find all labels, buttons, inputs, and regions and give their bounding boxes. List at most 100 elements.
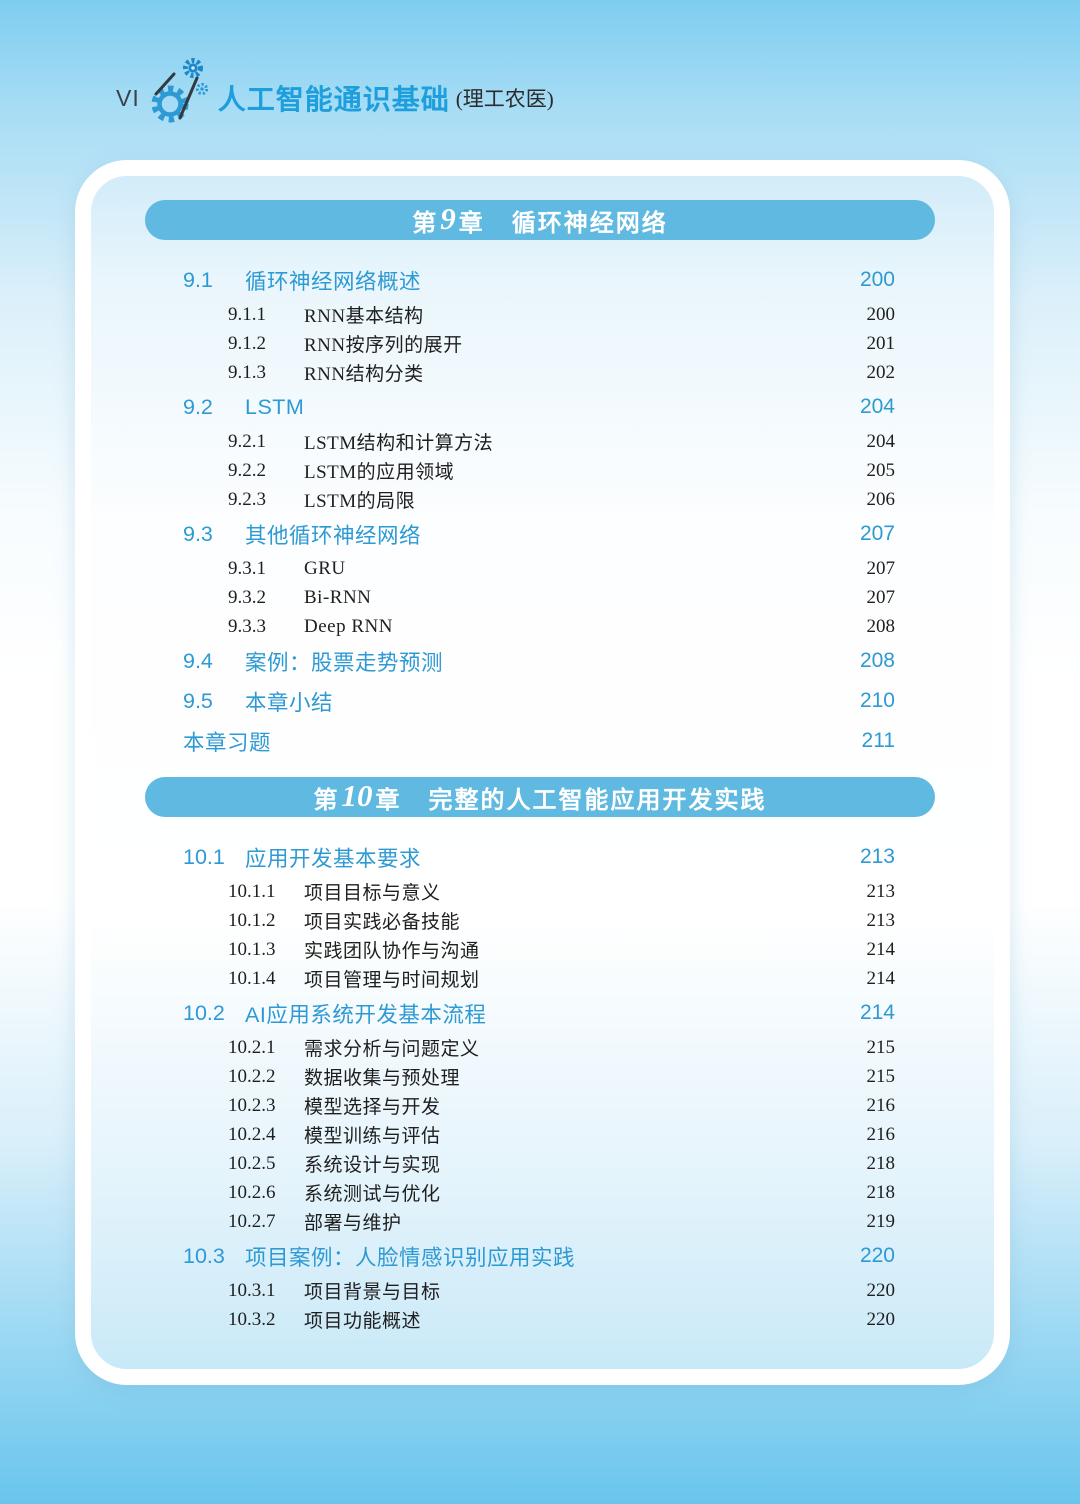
chapter-label-suffix: 章 — [458, 209, 484, 237]
toc-entry-number: 9.1.1 — [228, 303, 266, 325]
toc-entry-title: LSTM的局限 — [304, 491, 416, 512]
toc-entry-page: 204 — [866, 430, 896, 452]
toc-entry[interactable]: 9.3 其他循环神经网络 207 — [91, 514, 994, 554]
toc-entry[interactable]: 10.2.3 模型选择与开发 216 — [91, 1091, 994, 1120]
toc-entry[interactable]: 10.1.1 项目目标与意义 213 — [91, 877, 994, 906]
toc-entry[interactable]: 9.1 循环神经网络概述 200 — [91, 260, 994, 300]
toc-entry-number: 10.1.1 — [228, 880, 276, 902]
toc-entry[interactable]: 10.3.1 项目背景与目标 220 — [91, 1276, 994, 1305]
toc-entry-title: 系统设计与实现 — [304, 1155, 441, 1176]
toc-entry-number: 9.3.1 — [228, 557, 266, 579]
toc-entry[interactable]: 10.2.6 系统测试与优化 218 — [91, 1178, 994, 1207]
toc-entry-number: 10.1.4 — [228, 967, 276, 989]
toc-entry[interactable]: 10.3.2 项目功能概述 220 — [91, 1305, 994, 1334]
toc-entry[interactable]: 9.1.2 RNN按序列的展开 201 — [91, 329, 994, 358]
toc-entry-number: 10.2.7 — [228, 1210, 276, 1232]
toc-entry-number: 10.2.6 — [228, 1181, 276, 1203]
toc-entry[interactable]: 9.2.1 LSTM结构和计算方法 204 — [91, 427, 994, 456]
toc-entry[interactable]: 9.3.2 Bi-RNN 207 — [91, 583, 994, 612]
toc-entry-title: 项目实践必备技能 — [304, 912, 461, 933]
toc-entry-title: 本章小结 — [245, 690, 334, 715]
toc-entry-number: 10.2.2 — [228, 1065, 276, 1087]
toc-entry-page: 215 — [866, 1036, 896, 1058]
toc-entry[interactable]: 9.2 LSTM 204 — [91, 387, 994, 427]
toc-entry-number: 9.1.3 — [228, 361, 266, 383]
toc-entry[interactable]: 10.3 项目案例：人脸情感识别应用实践 220 — [91, 1236, 994, 1276]
toc-entry-title: RNN结构分类 — [304, 364, 424, 385]
chapter-banner: 第 9 章循环神经网络 — [145, 200, 935, 240]
toc-entry-title: RNN基本结构 — [304, 306, 424, 327]
chapter-10: 第 10 章完整的人工智能应用开发实践 10.1 应用开发基本要求 213 10.1.1 项目… — [91, 777, 994, 1334]
toc-entry[interactable]: 10.2.7 部署与维护 219 — [91, 1207, 994, 1236]
chapter-label-prefix: 第 — [313, 786, 339, 814]
toc-entry-title: Deep RNN — [304, 615, 393, 637]
toc-entry-page: 208 — [866, 615, 896, 637]
toc-entry[interactable]: 10.1.4 项目管理与时间规划 214 — [91, 964, 994, 993]
toc-entry-title: RNN按序列的展开 — [304, 335, 463, 356]
toc-entry-number: 9.2.2 — [228, 459, 266, 481]
toc-entry-title: AI应用系统开发基本流程 — [245, 1002, 487, 1027]
toc-entry-title: Bi-RNN — [304, 586, 372, 608]
toc-entry-title: GRU — [304, 557, 346, 579]
toc-entry[interactable]: 本章习题 211 — [91, 721, 994, 761]
folio-number: VI — [116, 84, 140, 111]
toc-entry-title: 项目功能概述 — [304, 1311, 422, 1332]
toc-entry-title: 部署与维护 — [304, 1213, 402, 1234]
toc-entry[interactable]: 9.5 本章小结 210 — [91, 681, 994, 721]
chapter-banner: 第 10 章完整的人工智能应用开发实践 — [145, 777, 935, 817]
toc-entry[interactable]: 10.2.4 模型训练与评估 216 — [91, 1120, 994, 1149]
toc-entry-page: 200 — [866, 303, 896, 325]
running-header: VI 人工智能通识基础 (理工农医) — [116, 58, 554, 126]
toc-entry[interactable]: 10.2.1 需求分析与问题定义 215 — [91, 1033, 994, 1062]
toc-entry-title: 项目管理与时间规划 — [304, 970, 480, 991]
toc-entry-title: 项目案例：人脸情感识别应用实践 — [245, 1245, 576, 1270]
toc-entry[interactable]: 10.2.2 数据收集与预处理 215 — [91, 1062, 994, 1091]
toc-entry-number: 10.3 — [183, 1243, 225, 1268]
toc-entry-page: 219 — [866, 1210, 896, 1232]
toc-entry-title: 项目背景与目标 — [304, 1282, 441, 1303]
toc-entry[interactable]: 9.2.3 LSTM的局限 206 — [91, 485, 994, 514]
toc-entry-page: 200 — [859, 268, 895, 291]
toc-entry-number: 10.2.1 — [228, 1036, 276, 1058]
toc-entry-title: 模型选择与开发 — [304, 1097, 441, 1118]
toc-entry-number: 9.3.3 — [228, 615, 266, 637]
book-subtitle: (理工农医) — [455, 87, 554, 111]
toc-entry-page: 220 — [859, 1244, 895, 1267]
toc-entry-number: 10.3.1 — [228, 1279, 276, 1301]
toc-entry-title: 其他循环神经网络 — [245, 523, 422, 548]
toc-entry[interactable]: 10.2.5 系统设计与实现 218 — [91, 1149, 994, 1178]
toc-entry[interactable]: 9.3.3 Deep RNN 208 — [91, 612, 994, 641]
toc-entry-number: 10.1.2 — [228, 909, 276, 931]
toc-entry-page: 208 — [859, 649, 895, 672]
toc-entry[interactable]: 10.1.2 项目实践必备技能 213 — [91, 906, 994, 935]
toc-entry-number: 9.4 — [183, 648, 213, 673]
toc-entry[interactable]: 9.4 案例：股票走势预测 208 — [91, 641, 994, 681]
toc-entry-number: 9.3.2 — [228, 586, 266, 608]
toc-entry-number: 9.1 — [183, 267, 213, 292]
toc-entry-page: 216 — [866, 1094, 896, 1116]
toc-entry[interactable]: 9.1.3 RNN结构分类 202 — [91, 358, 994, 387]
toc-entry-number: 10.1.3 — [228, 938, 276, 960]
chapter-label-prefix: 第 — [412, 209, 438, 237]
toc-entry-page: 216 — [866, 1123, 896, 1145]
toc-entry-number: 9.2 — [183, 394, 213, 419]
chapter-number: 9 — [440, 201, 456, 236]
toc-entry-title: 循环神经网络概述 — [245, 269, 422, 294]
toc-entry[interactable]: 9.1.1 RNN基本结构 200 — [91, 300, 994, 329]
toc-entry[interactable]: 10.2 AI应用系统开发基本流程 214 — [91, 993, 994, 1033]
toc-entry-page: 201 — [866, 332, 896, 354]
toc-entry[interactable]: 10.1 应用开发基本要求 213 — [91, 837, 994, 877]
toc-entry-number: 9.3 — [183, 521, 213, 546]
toc-card: 第 9 章循环神经网络 9.1 循环神经网络概述 200 9.1.1 RNN基本结构 200 9.… — [75, 160, 1010, 1385]
toc-entry[interactable]: 9.3.1 GRU 207 — [91, 554, 994, 583]
toc-entry[interactable]: 10.1.3 实践团队协作与沟通 214 — [91, 935, 994, 964]
toc-entry-number: 10.2.4 — [228, 1123, 276, 1145]
toc-entry-page: 205 — [866, 459, 896, 481]
toc-entry[interactable]: 9.2.2 LSTM的应用领域 205 — [91, 456, 994, 485]
toc-entry-title: 数据收集与预处理 — [304, 1068, 461, 1089]
toc-entry-page: 220 — [866, 1308, 896, 1330]
toc-entry-number: 9.5 — [183, 688, 213, 713]
toc-entry-number: 10.1 — [183, 844, 225, 869]
toc-entry-page: 202 — [866, 361, 896, 383]
